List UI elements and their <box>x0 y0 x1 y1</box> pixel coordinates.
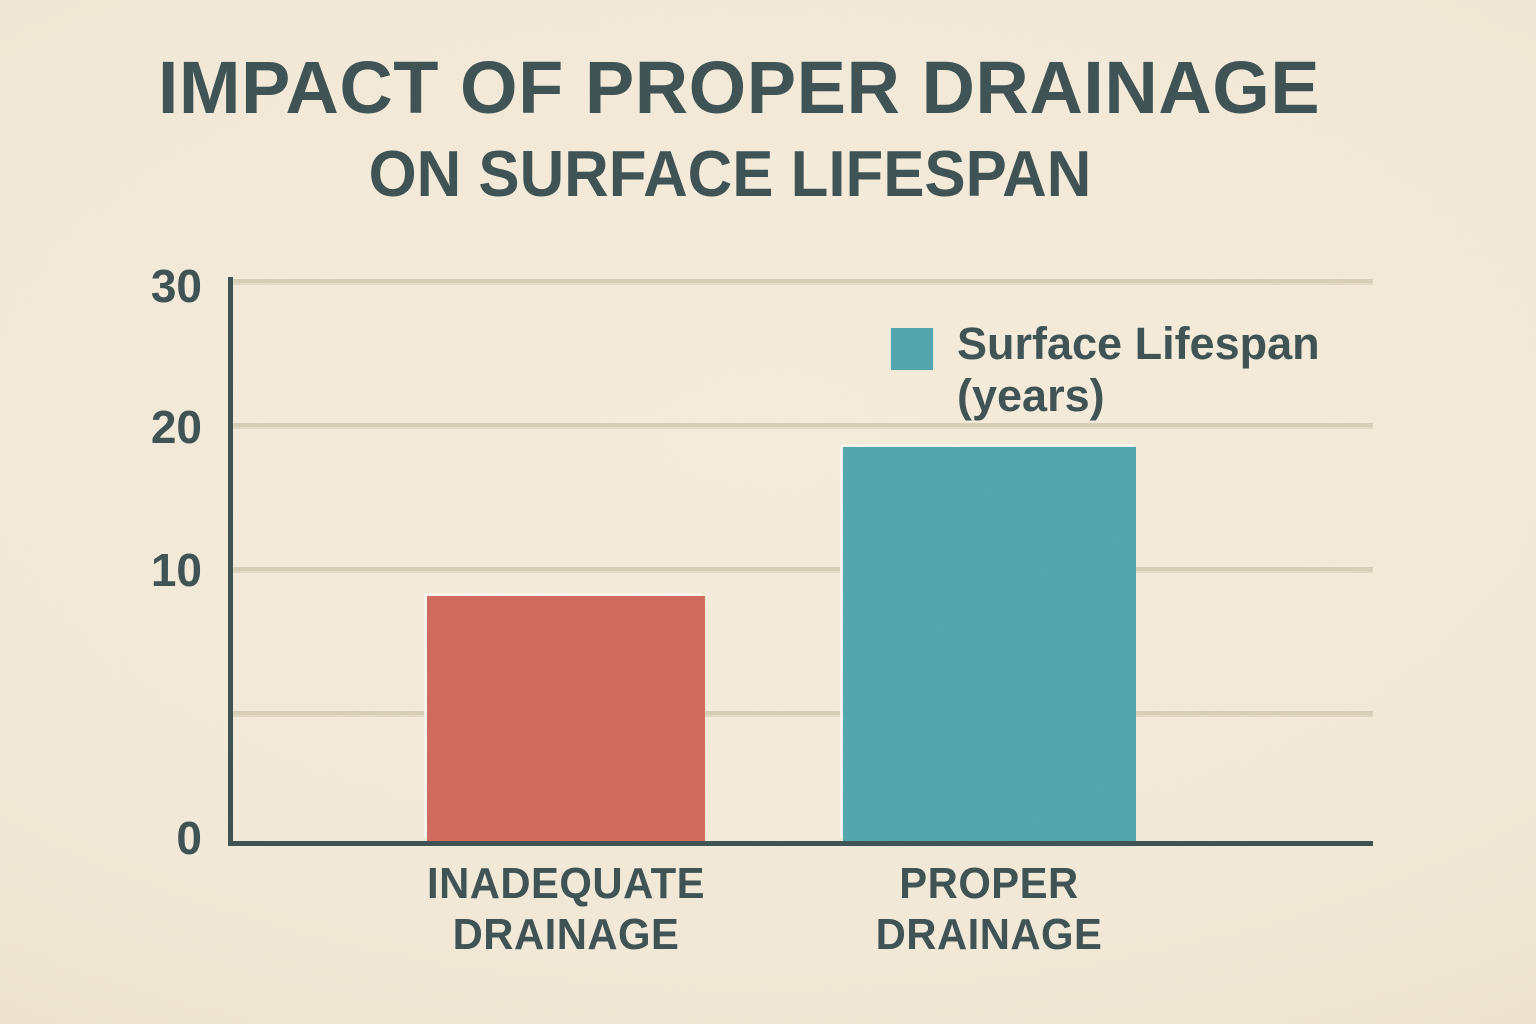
gridline-10 <box>233 567 1373 571</box>
category-label-proper-drainage: PROPER DRAINAGE <box>780 858 1198 960</box>
gridline-unlabeled <box>233 711 1373 715</box>
legend-label-line2: (years) <box>957 370 1105 421</box>
y-tick-label-10: 10 <box>150 544 202 596</box>
category-label-line: DRAINAGE <box>875 910 1103 959</box>
y-tick-label-20: 20 <box>150 401 202 453</box>
y-axis-line <box>228 277 233 846</box>
legend-swatch <box>891 328 933 370</box>
category-label-line: PROPER <box>899 859 1079 908</box>
legend-label: Surface Lifespan (years) <box>957 318 1320 422</box>
chart-title: IMPACT OF PROPER DRAINAGE <box>157 46 1321 129</box>
y-tick-label-30: 30 <box>150 260 202 312</box>
gridline-30 <box>233 279 1373 283</box>
legend-label-line1: Surface Lifespan <box>957 318 1320 369</box>
chart-subtitle: ON SURFACE LIFESPAN <box>368 137 1092 210</box>
gridline-20 <box>233 423 1373 427</box>
category-label-inadequate-drainage: INADEQUATE DRAINAGE <box>357 858 775 960</box>
bar-inadequate-drainage <box>427 596 705 841</box>
category-label-line: DRAINAGE <box>452 910 680 959</box>
bar-proper-drainage <box>843 446 1136 841</box>
category-label-line: INADEQUATE <box>426 859 705 908</box>
x-axis-line <box>228 841 1373 846</box>
y-tick-label-0: 0 <box>176 812 202 864</box>
